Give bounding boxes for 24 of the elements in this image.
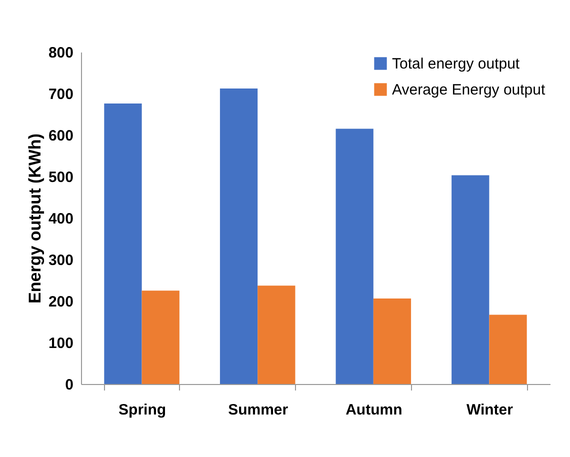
x-tick-label: Spring: [118, 402, 166, 418]
y-tick-label: 400: [48, 210, 74, 228]
y-axis-title: Energy output (KWh): [25, 134, 44, 304]
bar: [336, 128, 374, 384]
x-tick-label: Winter: [466, 402, 514, 418]
y-tick-label: 500: [48, 169, 74, 186]
y-tick-label: 300: [48, 252, 74, 269]
bar: [452, 175, 490, 384]
bar: [142, 290, 180, 384]
x-tick-label: Autumn: [346, 402, 402, 418]
legend-label: Total energy output: [392, 56, 520, 72]
bar: [489, 314, 527, 384]
y-tick-label: 0: [65, 376, 74, 394]
legend-label: Average Energy output: [392, 82, 546, 98]
y-tick-label: 700: [48, 86, 74, 103]
y-tick-label: 600: [48, 128, 74, 144]
y-tick-label: 800: [48, 44, 74, 62]
bar: [373, 298, 412, 384]
x-tick-label: Summer: [228, 402, 288, 418]
y-tick-label: 100: [48, 335, 74, 352]
y-tick-label: 200: [48, 294, 74, 310]
bar: [104, 103, 142, 384]
bar: [220, 88, 258, 384]
bar: [258, 286, 296, 384]
